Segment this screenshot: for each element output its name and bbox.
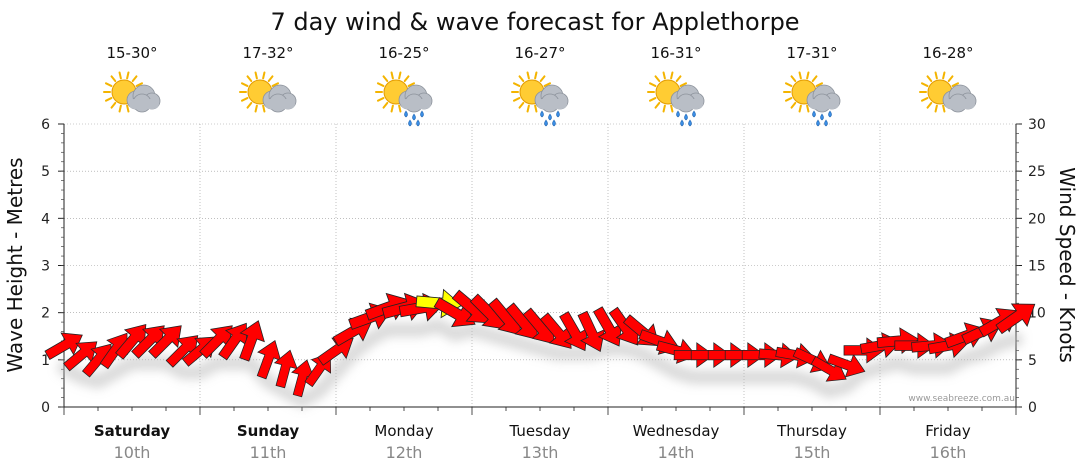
- axes: 0123456051015202530Saturday10thSunday11t…: [41, 117, 1046, 462]
- wind-arrow: [577, 310, 606, 353]
- day-label: Thursday: [776, 422, 847, 440]
- wind-arrow: [995, 303, 1036, 335]
- wind-arrow: [148, 325, 182, 359]
- y-right-tick-label: 0: [1028, 400, 1037, 416]
- date-label: 13th: [522, 443, 559, 462]
- y-right-axis-title: Wind Speed - Knots: [1055, 167, 1079, 363]
- wind-arrow: [165, 335, 199, 368]
- temp-range-label: 16-28°: [922, 44, 973, 62]
- sun-cloud-icon: [103, 71, 161, 113]
- wind-shadow-path: [57, 318, 1023, 408]
- sun-cloud-rain-icon: [511, 71, 569, 127]
- credit-text: www.seabreeze.com.au: [908, 394, 1015, 404]
- y-left-tick-label: 3: [41, 259, 50, 275]
- y-right-tick-label: 5: [1028, 353, 1037, 369]
- sun-cloud-icon: [919, 71, 977, 113]
- temp-range-label: 15-30°: [106, 44, 157, 62]
- y-right-tick-label: 25: [1028, 164, 1046, 180]
- date-label: 12th: [386, 443, 423, 462]
- date-label: 14th: [658, 443, 695, 462]
- wind-arrow: [239, 320, 265, 362]
- date-label: 16th: [930, 443, 967, 462]
- day-label: Monday: [374, 422, 433, 440]
- wind-arrow: [131, 325, 165, 359]
- wind-shadow: [57, 318, 1023, 408]
- wind-arrow: [826, 353, 866, 378]
- wind-arrow: [539, 312, 572, 349]
- wind-arrow: [115, 323, 147, 360]
- chart-title: 7 day wind & wave forecast for Applethor…: [270, 8, 799, 36]
- wind-arrow: [273, 349, 298, 389]
- temp-range-label: 16-27°: [514, 44, 565, 62]
- y-right-tick-label: 15: [1028, 259, 1046, 275]
- y-left-tick-label: 0: [41, 400, 50, 416]
- sun-cloud-rain-icon: [647, 71, 705, 127]
- wind-arrow: [559, 311, 588, 352]
- y-left-tick-label: 5: [41, 164, 50, 180]
- grid: [64, 123, 1016, 407]
- date-label: 15th: [794, 443, 831, 462]
- temp-range-label: 16-25°: [378, 44, 429, 62]
- wind-arrow: [592, 306, 622, 347]
- y-left-tick-label: 4: [41, 211, 50, 227]
- wind-arrow: [199, 325, 233, 359]
- y-left-tick-label: 1: [41, 353, 50, 369]
- y-left-axis-title: Wave Height - Metres: [3, 157, 27, 372]
- sun-cloud-rain-icon: [783, 71, 841, 127]
- y-left-tick-label: 6: [41, 117, 50, 133]
- y-left-tick-label: 2: [41, 306, 50, 322]
- temp-range-label: 17-31°: [786, 44, 837, 62]
- wind-arrow: [317, 337, 354, 366]
- temp-range-label: 17-32°: [242, 44, 293, 62]
- y-right-tick-label: 30: [1028, 117, 1046, 133]
- temp-range-label: 16-31°: [650, 44, 701, 62]
- wind-arrows: [44, 288, 1036, 398]
- sun-cloud-icon: [239, 71, 297, 113]
- date-label: 11th: [250, 443, 287, 462]
- date-label: 10th: [114, 443, 151, 462]
- wind-arrow: [291, 359, 315, 398]
- sun-cloud-rain-icon: [375, 71, 433, 127]
- y-right-tick-label: 20: [1028, 211, 1046, 227]
- day-label: Tuesday: [508, 422, 570, 440]
- day-label: Wednesday: [633, 422, 720, 440]
- day-label: Saturday: [94, 422, 171, 440]
- weather-icons: 15-30° 17-32° 16-25° 16-27° 16-31° 17-31° 16-2…: [103, 44, 977, 127]
- wind-arrow: [256, 339, 282, 380]
- day-label: Friday: [925, 422, 971, 440]
- day-label: Sunday: [237, 422, 300, 440]
